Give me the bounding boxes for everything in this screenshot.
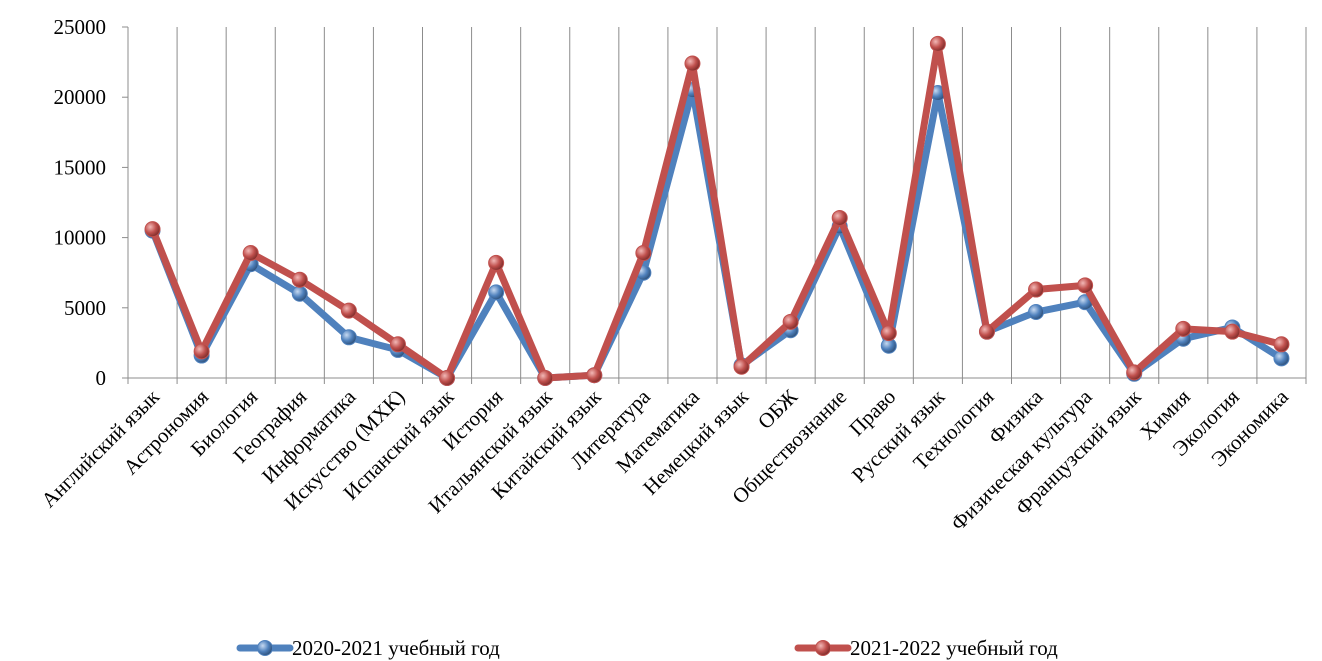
data-point <box>144 221 161 238</box>
data-point <box>733 358 750 375</box>
data-point <box>586 367 603 384</box>
data-point <box>1224 323 1241 340</box>
data-point <box>1175 320 1192 337</box>
legend-marker <box>815 640 831 656</box>
data-point <box>831 209 848 226</box>
data-point <box>537 370 554 386</box>
x-tick-labels: Английский языкАстрономияБиологияГеограф… <box>36 384 1293 535</box>
data-point <box>340 329 357 346</box>
y-tick-label: 15000 <box>54 155 107 179</box>
data-point <box>1273 336 1290 353</box>
y-tick-label: 10000 <box>54 226 107 250</box>
gridlines <box>176 27 1307 378</box>
data-point <box>1077 277 1094 294</box>
data-point <box>340 302 357 319</box>
legend: 2020-2021 учебный год 2021-2022 учебный г… <box>236 636 1058 660</box>
data-point <box>242 245 259 262</box>
y-tick-label: 5000 <box>64 296 106 320</box>
data-point <box>1126 364 1143 381</box>
data-point <box>291 285 308 302</box>
legend-item: 2021-2022 учебный год <box>794 636 1058 660</box>
legend-marker <box>257 640 273 656</box>
data-point <box>1028 304 1045 321</box>
data-point <box>193 343 210 360</box>
legend-item: 2020-2021 учебный год <box>236 636 500 660</box>
data-point <box>1028 281 1045 298</box>
data-point <box>880 325 897 342</box>
y-tick-label: 0 <box>96 366 107 390</box>
data-point <box>782 313 799 330</box>
data-point <box>439 370 456 386</box>
legend-label: 2020-2021 учебный год <box>292 636 500 660</box>
data-point <box>978 323 995 340</box>
y-tick-labels: 0 5000 10000 15000 20000 25000 <box>54 15 107 390</box>
series-line <box>149 40 1285 382</box>
axes <box>122 26 1307 384</box>
data-point <box>929 35 946 52</box>
data-point <box>389 336 406 353</box>
data-point <box>488 254 505 271</box>
y-tick-label: 25000 <box>54 15 107 39</box>
y-tick-label: 20000 <box>54 85 107 109</box>
data-point <box>635 245 652 262</box>
legend-label: 2021-2022 учебный год <box>850 636 1058 660</box>
data-point <box>488 284 505 301</box>
data-point <box>1273 350 1290 367</box>
data-point <box>291 271 308 288</box>
series <box>144 35 1290 386</box>
data-point <box>684 55 701 72</box>
